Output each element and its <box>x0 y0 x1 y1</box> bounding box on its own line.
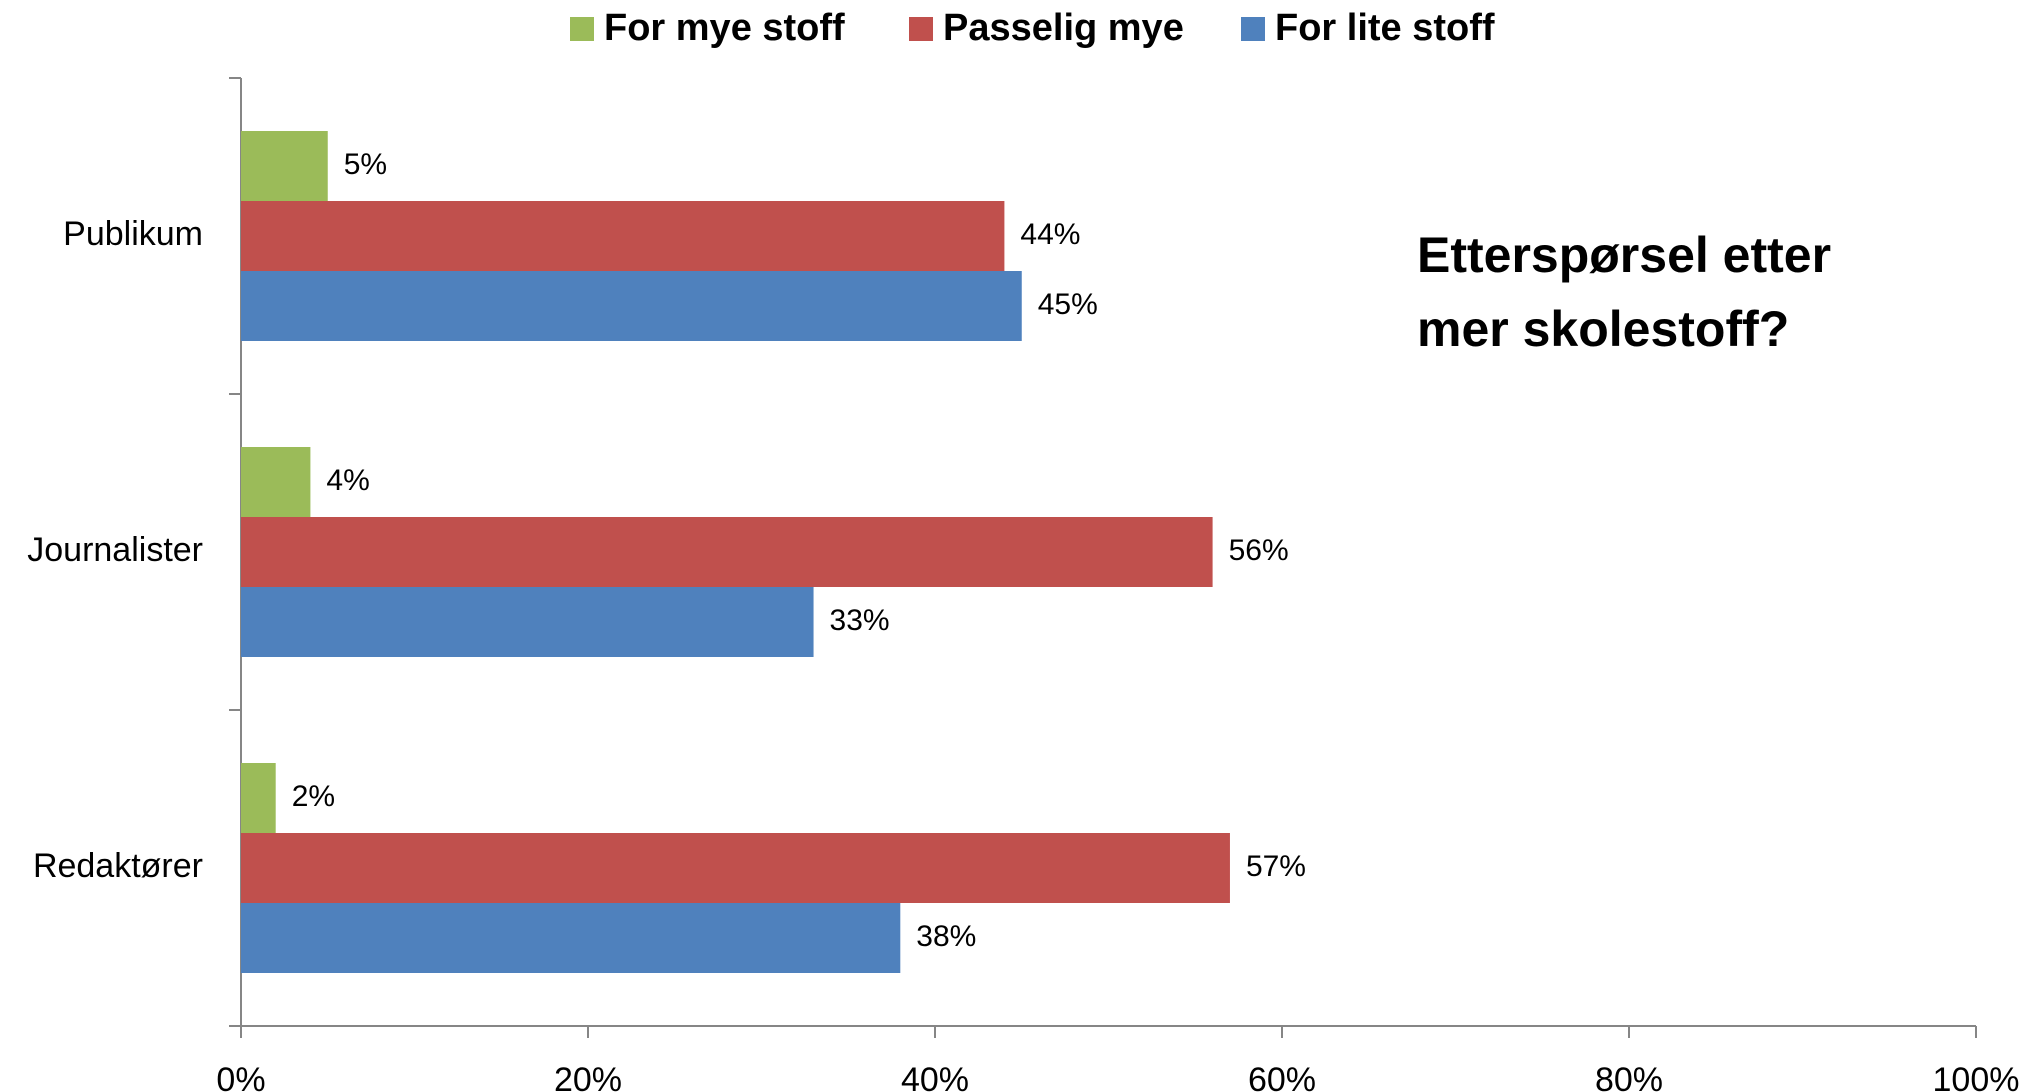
data-label: 33% <box>830 604 890 637</box>
legend-swatch <box>909 17 933 41</box>
data-label: 56% <box>1229 534 1289 567</box>
x-tick-label: 0% <box>216 1061 265 1092</box>
category-label: Journalister <box>27 531 203 569</box>
bar <box>241 447 311 517</box>
x-tick-label: 100% <box>1933 1061 2020 1092</box>
bar <box>241 833 1230 903</box>
x-tick-label: 80% <box>1595 1061 1663 1092</box>
x-tick-label: 60% <box>1248 1061 1316 1092</box>
x-tick-label: 40% <box>901 1061 969 1092</box>
legend-swatch <box>570 17 594 41</box>
bar <box>241 763 276 833</box>
data-label: 4% <box>326 464 369 497</box>
legend-swatch <box>1241 17 1265 41</box>
category-label: Redaktører <box>33 847 203 885</box>
bar <box>241 587 814 657</box>
bar <box>241 903 901 973</box>
bar <box>241 131 328 201</box>
data-label: 44% <box>1020 218 1080 251</box>
legend-label: For lite stoff <box>1275 7 1495 49</box>
bar <box>241 271 1022 341</box>
data-label: 2% <box>292 780 335 813</box>
data-label: 45% <box>1038 288 1098 321</box>
data-label: 38% <box>916 920 976 953</box>
data-label: 5% <box>344 148 387 181</box>
bar <box>241 517 1213 587</box>
annotation: Etterspørsel etter mer skolestoff? <box>1417 227 1832 357</box>
x-tick-label: 20% <box>554 1061 622 1092</box>
data-label: 57% <box>1246 850 1306 883</box>
bar <box>241 201 1005 271</box>
legend-label: For mye stoff <box>604 7 845 49</box>
category-label: Publikum <box>63 215 203 253</box>
legend-label: Passelig mye <box>943 7 1184 49</box>
